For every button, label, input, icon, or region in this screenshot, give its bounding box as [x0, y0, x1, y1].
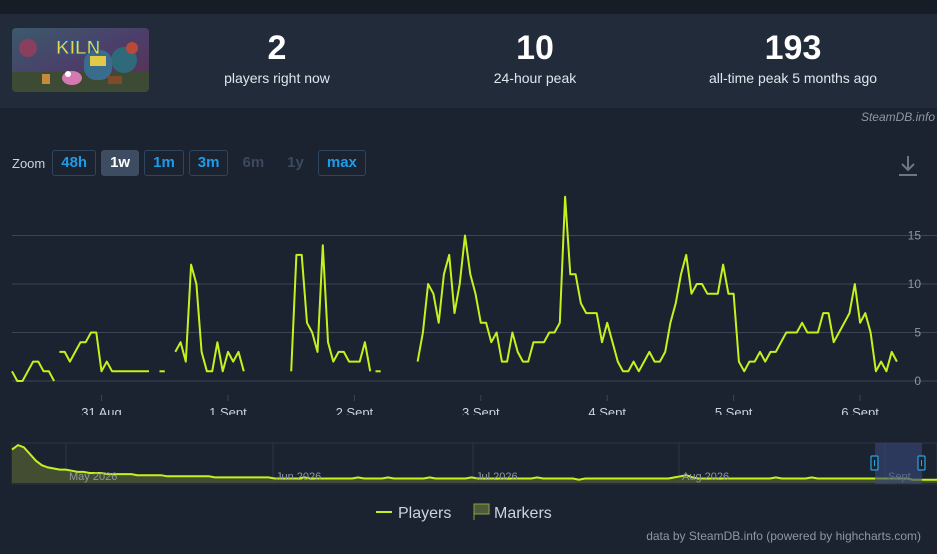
zoom-48h-button[interactable]: 48h — [52, 150, 97, 176]
stats-panel: KILN 2 players right now 10 24-hour peak… — [0, 14, 937, 108]
legend-players-label: Players — [398, 505, 451, 522]
stat-all-time-peak-label: all-time peak 5 months ago — [708, 70, 878, 86]
top-bar — [0, 0, 937, 14]
zoom-1y-button: 1y — [278, 150, 313, 176]
players-series-line[interactable] — [11, 360, 55, 382]
legend-item-markers[interactable]: Markers — [473, 503, 552, 522]
x-tick-label: 1 Sept — [209, 405, 247, 415]
zoom-1m-button[interactable]: 1m — [144, 150, 184, 176]
zoom-3m-button[interactable]: 3m — [188, 150, 229, 176]
players-series-line[interactable] — [416, 195, 898, 373]
y-tick-label: 15 — [908, 229, 922, 243]
y-tick-label: 10 — [908, 277, 922, 291]
game-thumbnail[interactable]: KILN — [12, 28, 149, 92]
zoom-1w-button[interactable]: 1w — [101, 150, 140, 176]
legend-markers-label: Markers — [494, 505, 552, 522]
stat-24h-peak-value: 10 — [516, 29, 554, 67]
legend-item-players[interactable]: Players — [376, 505, 451, 522]
players-series-line[interactable] — [174, 263, 245, 373]
players-series-line[interactable] — [59, 331, 149, 373]
game-art-image: KILN — [12, 28, 149, 92]
highcharts-credit[interactable]: data by SteamDB.info (powered by highcha… — [646, 529, 921, 543]
x-tick-label: 5 Sept — [715, 405, 753, 415]
stat-current: 2 players right now — [211, 28, 343, 88]
chart-legend: Players Markers — [376, 503, 552, 522]
zoom-6m-button: 6m — [233, 150, 274, 176]
navigator-label: Jul 2026 — [476, 471, 518, 483]
navigator-label: May 2026 — [69, 471, 117, 483]
x-tick-label: 6 Sept — [841, 405, 879, 415]
navigator-label: Jun 2026 — [276, 471, 321, 483]
stat-24h-peak: 10 24-hour peak — [470, 28, 600, 88]
x-tick-label: 3 Sept — [462, 405, 500, 415]
stat-current-value: 2 — [267, 29, 287, 67]
stat-current-label: players right now — [224, 70, 330, 86]
stat-all-time-peak: 193 all-time peak 5 months ago — [690, 28, 896, 88]
navigator-selection[interactable] — [875, 443, 922, 484]
navigator-label: Aug 2026 — [682, 471, 729, 483]
y-tick-label: 5 — [914, 326, 921, 340]
steamdb-credit-top[interactable]: SteamDB.info — [860, 110, 935, 124]
x-tick-label: 31 Aug — [81, 405, 122, 415]
players-series-line[interactable] — [290, 244, 372, 372]
y-tick-label: 0 — [914, 374, 921, 388]
game-logo-text: KILN — [56, 38, 100, 59]
zoom-controls: Zoom 48h 1w 1m 3m 6m 1y max — [12, 149, 371, 177]
x-tick-label: 2 Sept — [336, 405, 374, 415]
flag-icon — [473, 503, 490, 520]
stat-all-time-peak-value: 193 — [764, 29, 822, 67]
download-icon[interactable] — [897, 154, 919, 178]
zoom-max-button[interactable]: max — [317, 150, 366, 176]
players-chart[interactable]: 0 5 10 15 31 Aug 1 Sept 2 Sept 3 Sept 4 Sept 5 S… — [0, 185, 937, 415]
x-tick-label: 4 Sept — [588, 405, 626, 415]
navigator-line — [11, 443, 937, 481]
zoom-label: Zoom — [12, 155, 46, 171]
stat-24h-peak-label: 24-hour peak — [493, 70, 577, 86]
